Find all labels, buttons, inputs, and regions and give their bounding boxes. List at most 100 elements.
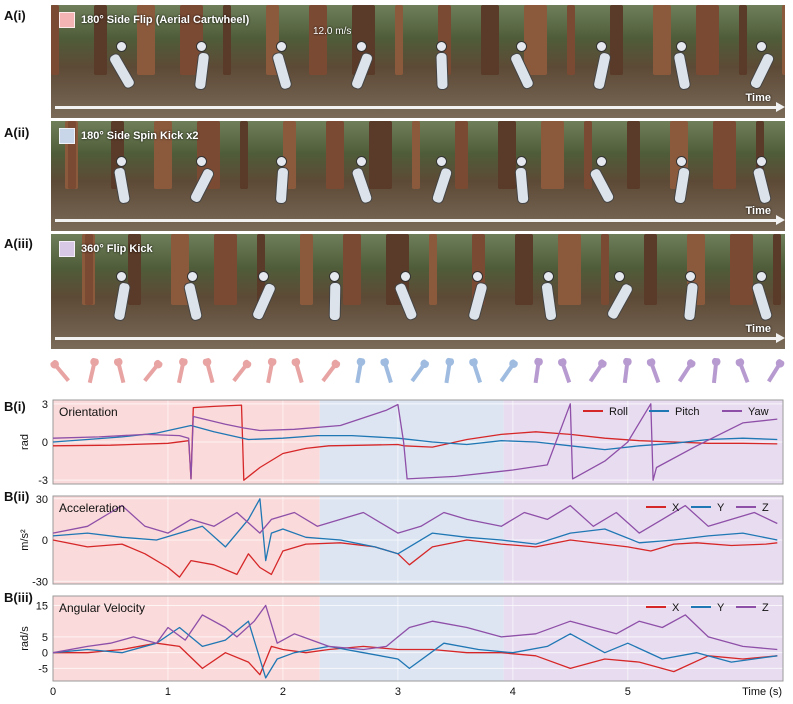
tree-trunk [455,121,468,190]
robot-head [613,270,625,282]
legend-label: Z [762,502,769,514]
tree-trunk [326,121,344,190]
tree-trunk [782,5,785,76]
series-line-z [52,604,778,654]
series-line-yaw [52,403,778,481]
robot-head [471,270,483,282]
x-axis-label: Time (s) [742,686,782,698]
y-tick-label: 0 [42,437,48,449]
y-tick-label: -5 [38,663,48,675]
panel-tag-a1: 180° Side Flip (Aerial Cartwheel) [59,12,249,28]
x-tick-label: 5 [625,686,631,698]
robot-head [676,156,687,168]
robot-head [684,270,696,282]
legend-label: Yaw [748,406,769,418]
legend-label: X [672,502,680,514]
series-line-y [52,620,778,679]
tree-trunk [541,121,564,190]
photo-strip-a2: 180° Side Spin Kick x2 Time [51,121,785,231]
robot-head [436,156,447,168]
robot-head [676,41,687,53]
tree-trunk [756,121,764,190]
tree-trunk [395,5,403,76]
series-line-pitch [52,424,778,451]
tree-trunk [739,5,747,76]
tree-trunk [128,234,141,306]
robot-head [516,41,527,53]
color-swatch-a2 [59,128,75,144]
y-tick-label: 3 [42,399,48,411]
robot-head [756,270,767,282]
panel-title-a1: 180° Side Flip (Aerial Cartwheel) [81,14,250,26]
tree-trunk [567,5,575,76]
tree-trunk [773,234,781,306]
tree-trunk [240,121,248,190]
tree-trunk [94,5,107,76]
panel-label-a3: A(iii) [4,236,33,251]
chart-title: Orientation [59,405,118,419]
y-tick-label: 0 [42,648,48,660]
tree-trunk [257,234,265,306]
tree-trunk [154,121,172,190]
color-swatch-a3 [59,241,75,257]
time-arrow-a2 [55,215,785,225]
y-tick-label: 0 [42,535,48,547]
tree-trunk [601,234,609,306]
robot-head [116,270,127,282]
panel-title-a3: 360° Flip Kick [81,243,153,255]
tree-trunk [137,5,155,76]
time-arrow-a1 [55,102,785,112]
tree-trunk [343,234,361,306]
robot-head [196,156,207,168]
tree-trunk [584,121,592,190]
robot-head [596,41,607,53]
robot-head [329,270,341,282]
phase-band [503,596,783,681]
x-tick-label: 0 [50,686,56,698]
robot-head [400,270,412,282]
legend-label: Y [717,502,725,514]
y-tick-label: -30 [32,576,48,588]
panel-label-a1: A(i) [4,8,26,23]
plot-frame [52,595,784,682]
y-axis-label: m/s² [19,529,31,551]
panel-label-b1: B(i) [4,399,26,414]
chart-title: Angular Velocity [59,601,145,615]
tree-trunk [730,234,753,306]
robot-head [116,156,127,168]
robot-head [756,41,767,53]
x-tick-label: 2 [280,686,286,698]
tree-trunk [610,5,623,76]
robot-head [276,41,287,53]
tree-trunk [68,121,76,190]
panel-label-b3: B(iii) [4,590,33,605]
tree-trunk [515,234,533,306]
tree-trunk [51,5,59,76]
series-line-z [52,504,778,534]
robot-head [196,41,207,53]
tree-trunk [429,234,437,306]
photo-strip-a3: 360° Flip Kick Time [51,234,785,349]
y-tick-label: 5 [42,632,48,644]
tree-trunk [223,5,231,76]
robot-head [356,156,367,168]
robot-head [756,156,767,168]
y-tick-label: 15 [36,600,48,612]
chart-title: Acceleration [59,501,125,515]
tree-trunk [214,234,237,306]
time-label-a2: Time [745,205,771,217]
robot-head [542,270,554,282]
robot-head [516,156,527,168]
x-tick-label: 1 [165,686,171,698]
tree-trunk [300,234,313,306]
robot-head [436,41,447,53]
tree-trunk [498,121,516,190]
legend-label: Z [762,602,769,614]
x-tick-label: 3 [395,686,401,698]
y-axis-label: rad/s [19,626,31,651]
robot-head [116,41,127,53]
tree-trunk [85,234,93,306]
tree-trunk [644,234,657,306]
tree-trunk [309,5,327,76]
